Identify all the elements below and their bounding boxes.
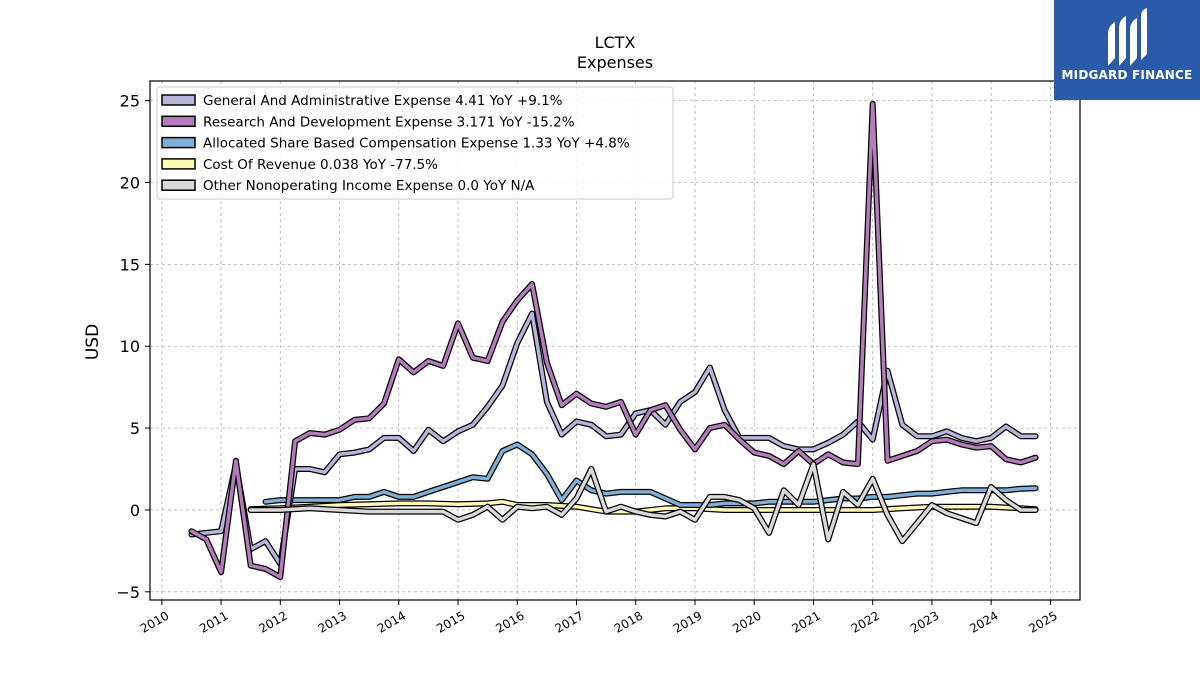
series-line-other-nonoperating-income-expense	[248, 462, 1038, 543]
legend-swatch	[161, 158, 196, 170]
x-tick-label: 2022	[849, 608, 882, 635]
series-outline-general-and-administrative-expense	[188, 310, 1039, 567]
x-tick-label: 2012	[256, 608, 289, 635]
y-tick-label: −5	[116, 583, 140, 602]
legend-swatch	[161, 94, 196, 106]
y-tick-label: 10	[120, 337, 140, 356]
legend-box	[156, 86, 674, 200]
series-line-general-and-administrative-expense	[189, 311, 1038, 566]
legend-label: Cost Of Revenue 0.038 YoY -77.5%	[203, 157, 438, 173]
series-outline-allocated-share-based-compensation-expense	[262, 441, 1039, 508]
series-line-allocated-share-based-compensation-expense	[263, 442, 1038, 507]
x-tick-label: 2020	[730, 608, 763, 635]
y-tick-label: 0	[130, 501, 140, 520]
y-tick-label: 5	[130, 419, 140, 438]
legend-label: Allocated Share Based Compensation Expen…	[203, 136, 630, 152]
x-tick-label: 2010	[138, 608, 171, 635]
x-tick-label: 2021	[789, 608, 822, 635]
y-tick-label: 25	[120, 92, 140, 111]
brand-logo: MIDGARD FINANCE	[1054, 0, 1200, 100]
legend: General And Administrative Expense 4.41 …	[156, 86, 674, 200]
x-tick-label: 2011	[197, 608, 230, 635]
legend-label: Research And Development Expense 3.171 Y…	[203, 114, 575, 130]
x-tick-label: 2015	[434, 608, 467, 635]
series-line-research-and-development-expense	[189, 102, 1038, 579]
brand-name: MIDGARD FINANCE	[1061, 68, 1193, 82]
legend-swatch	[161, 179, 196, 191]
y-axis-label: USD	[83, 324, 103, 360]
x-tick-label: 2024	[967, 608, 1000, 635]
legend-swatch	[161, 115, 196, 128]
x-tick-label: 2014	[375, 608, 408, 635]
brand-mark-icon	[1108, 8, 1147, 66]
x-tick-label: 2017	[553, 608, 586, 635]
y-tick-label: 20	[120, 174, 140, 193]
y-tick-label: 15	[120, 255, 140, 274]
x-tick-label: 2023	[908, 608, 941, 635]
chart-subtitle: Expenses	[577, 53, 653, 72]
legend-swatch	[161, 136, 196, 149]
x-tick-label: 2013	[316, 608, 349, 635]
plot-area	[188, 100, 1039, 581]
plot-frame	[149, 80, 1081, 601]
legend-label: Other Nonoperating Income Expense 0.0 Yo…	[203, 178, 535, 194]
chart-title: LCTX	[595, 33, 636, 52]
x-tick-label: 2019	[671, 608, 704, 635]
legend-label: General And Administrative Expense 4.41 …	[203, 93, 563, 109]
x-tick-label: 2025	[1026, 608, 1059, 635]
x-tick-label: 2018	[612, 608, 645, 635]
x-tick-label: 2016	[493, 608, 526, 635]
